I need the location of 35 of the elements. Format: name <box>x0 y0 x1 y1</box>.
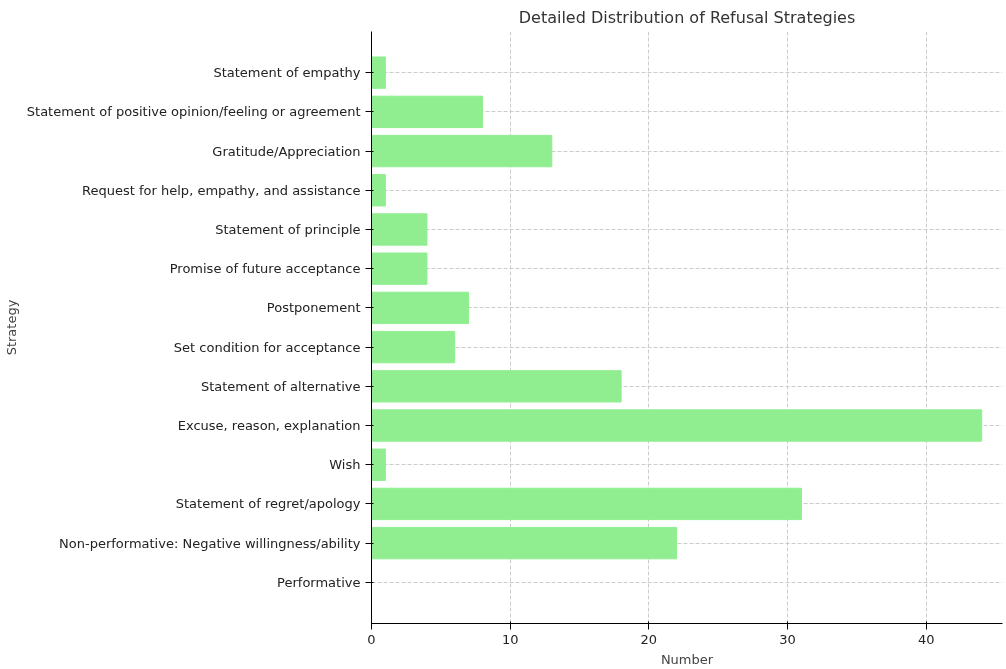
bar <box>371 174 386 207</box>
y-tick-label: Wish <box>329 457 361 473</box>
y-tick-label: Statement of regret/apology <box>175 496 361 512</box>
y-tick-label: Statement of empathy <box>213 65 361 81</box>
x-tick-label: 40 <box>917 631 935 647</box>
x-tick-label: 20 <box>640 631 658 647</box>
bar <box>371 291 470 325</box>
y-tick-label: Statement of positive opinion/feeling or agreement <box>26 104 361 120</box>
y-tick-label: Set condition for acceptance <box>173 339 361 355</box>
bar <box>371 252 428 285</box>
bar <box>371 487 802 521</box>
y-tick-label: Statement of alternative <box>200 378 361 394</box>
y-tick-label: Request for help, empathy, and assistance <box>82 182 361 198</box>
bar <box>371 526 678 560</box>
y-axis-title: Strategy <box>3 299 19 356</box>
x-axis-title: Number <box>660 651 714 667</box>
bar <box>371 56 386 89</box>
y-tick-label: Performative <box>277 574 361 590</box>
y-tick-label: Promise of future acceptance <box>169 261 361 277</box>
chart-title: Detailed Distribution of Refusal Strategies <box>518 7 856 27</box>
bar <box>371 95 483 129</box>
y-tick-label: Statement of principle <box>215 221 361 237</box>
bar <box>371 330 456 364</box>
bar <box>371 213 428 246</box>
y-tick-label: Excuse, reason, explanation <box>177 418 361 434</box>
bar <box>371 370 622 403</box>
y-tick-label: Non-performative: Negative willingness/ability <box>59 535 361 551</box>
x-tick-label: 0 <box>367 631 376 647</box>
y-tick-label: Gratitude/Appreciation <box>212 143 361 159</box>
bar <box>371 448 386 481</box>
x-tick-label: 10 <box>501 631 519 647</box>
y-tick-label: Postponement <box>266 300 361 316</box>
bar <box>371 409 983 442</box>
x-tick-label: 30 <box>779 631 796 647</box>
bar <box>371 134 553 168</box>
